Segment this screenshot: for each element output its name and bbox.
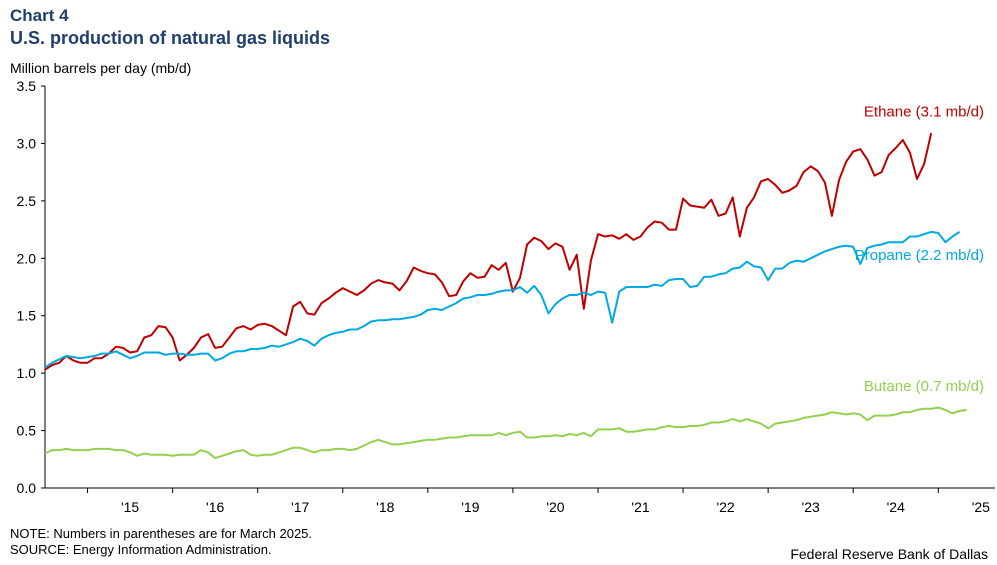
x-tick-label: '19	[461, 499, 479, 515]
y-tick-label: 3.0	[17, 135, 37, 151]
x-tick-label: '16	[206, 499, 224, 515]
y-axis-ticks: 0.0 0.5 1.0 1.5 2.0 2.5 3.0 3.5	[17, 78, 45, 496]
source-note: SOURCE: Energy Information Administratio…	[10, 542, 272, 557]
chart-number: Chart 4	[10, 6, 69, 25]
x-tick-label: '18	[376, 499, 394, 515]
propane-series-label: Propane (2.2 mb/d)	[855, 247, 984, 264]
propane-line	[44, 230, 961, 369]
y-tick-label: 3.5	[17, 78, 37, 94]
x-tick-label: '15	[121, 499, 139, 515]
publisher-credit: Federal Reserve Bank of Dallas	[790, 546, 988, 562]
x-tick-label: '23	[802, 499, 820, 515]
x-tick-label: '25	[972, 499, 990, 515]
ethane-line	[44, 132, 933, 371]
series-labels: Ethane (3.1 mb/d) Propane (2.2 mb/d) Butan…	[855, 103, 984, 395]
x-axis-ticks: '15 '16 '17 '18 '19 '20 '21 '22 '23 '24 '25	[87, 488, 990, 515]
x-tick-label: '24	[887, 499, 905, 515]
chart-title: U.S. production of natural gas liquids	[10, 28, 331, 48]
x-tick-label: '21	[631, 499, 649, 515]
y-tick-label: 2.5	[17, 193, 37, 209]
series-lines	[44, 132, 967, 460]
x-tick-label: '17	[291, 499, 309, 515]
x-tick-label: '22	[716, 499, 734, 515]
y-tick-label: 1.0	[17, 365, 37, 381]
units-label: Million barrels per day (mb/d)	[10, 60, 192, 76]
y-tick-label: 0.5	[17, 423, 37, 439]
footnote: NOTE: Numbers in parentheses are for Mar…	[10, 526, 313, 541]
x-tick-label: '20	[546, 499, 564, 515]
y-tick-label: 2.0	[17, 250, 37, 266]
y-tick-label: 1.5	[17, 308, 37, 324]
butane-series-label: Butane (0.7 mb/d)	[864, 378, 984, 395]
y-tick-label: 0.0	[17, 480, 37, 496]
butane-line	[44, 406, 967, 460]
chart-axes	[44, 86, 995, 489]
ethane-series-label: Ethane (3.1 mb/d)	[864, 103, 984, 120]
